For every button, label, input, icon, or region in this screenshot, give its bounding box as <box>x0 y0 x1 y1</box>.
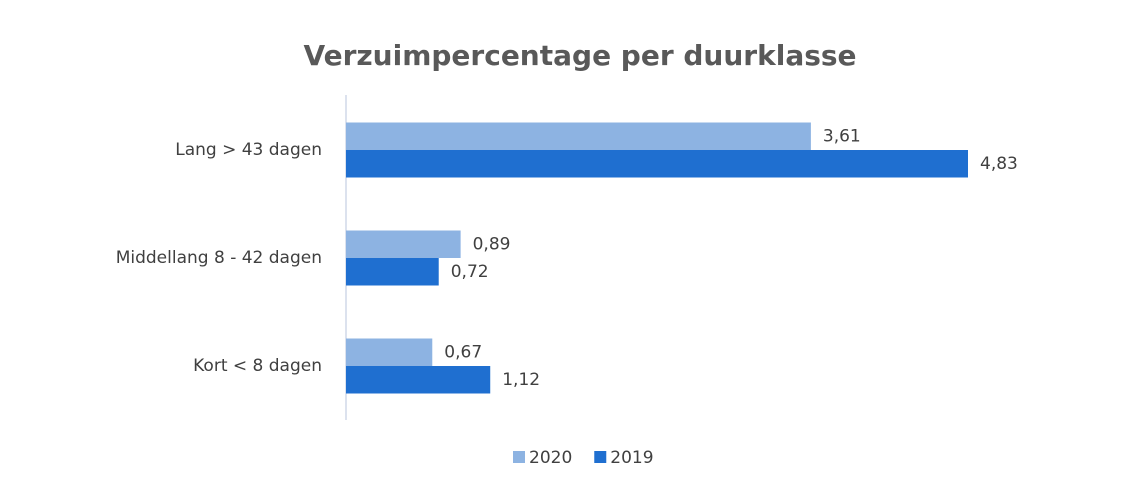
bar <box>346 338 433 366</box>
data-label: 0,89 <box>473 234 511 254</box>
y-tick-label: Middellang 8 - 42 dagen <box>116 248 322 268</box>
chart-title: Verzuimpercentage per duurklasse <box>303 39 856 72</box>
legend-swatch <box>594 451 607 463</box>
legend-label: 2019 <box>610 448 653 468</box>
bar <box>346 230 461 258</box>
y-tick-label: Lang > 43 dagen <box>175 140 322 160</box>
bar <box>346 150 968 178</box>
data-label: 1,12 <box>502 370 540 390</box>
legend-label: 2020 <box>529 448 572 468</box>
data-label: 0,72 <box>451 262 489 282</box>
data-label: 3,61 <box>823 126 861 146</box>
data-label: 4,83 <box>980 154 1018 174</box>
data-label: 0,67 <box>444 342 482 362</box>
legend-swatch <box>513 451 525 463</box>
bar <box>346 122 811 150</box>
y-tick-label: Kort < 8 dagen <box>193 356 322 376</box>
bar <box>346 258 439 286</box>
bar <box>346 366 491 394</box>
